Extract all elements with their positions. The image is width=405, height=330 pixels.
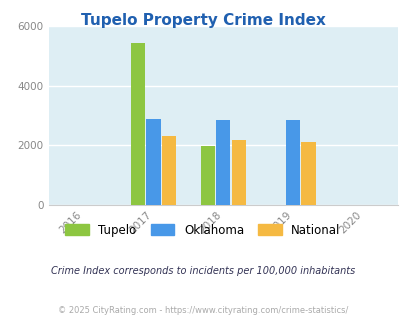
Bar — [231, 140, 245, 205]
Bar — [286, 120, 299, 205]
Bar — [161, 136, 175, 205]
Bar — [146, 119, 160, 205]
Bar — [200, 147, 215, 205]
Text: © 2025 CityRating.com - https://www.cityrating.com/crime-statistics/: © 2025 CityRating.com - https://www.city… — [58, 306, 347, 315]
Legend: Tupelo, Oklahoma, National: Tupelo, Oklahoma, National — [65, 224, 340, 237]
Bar — [301, 142, 315, 205]
Text: Tupelo Property Crime Index: Tupelo Property Crime Index — [80, 13, 325, 28]
Bar — [131, 43, 145, 205]
Bar — [216, 120, 230, 205]
Text: Crime Index corresponds to incidents per 100,000 inhabitants: Crime Index corresponds to incidents per… — [51, 266, 354, 276]
